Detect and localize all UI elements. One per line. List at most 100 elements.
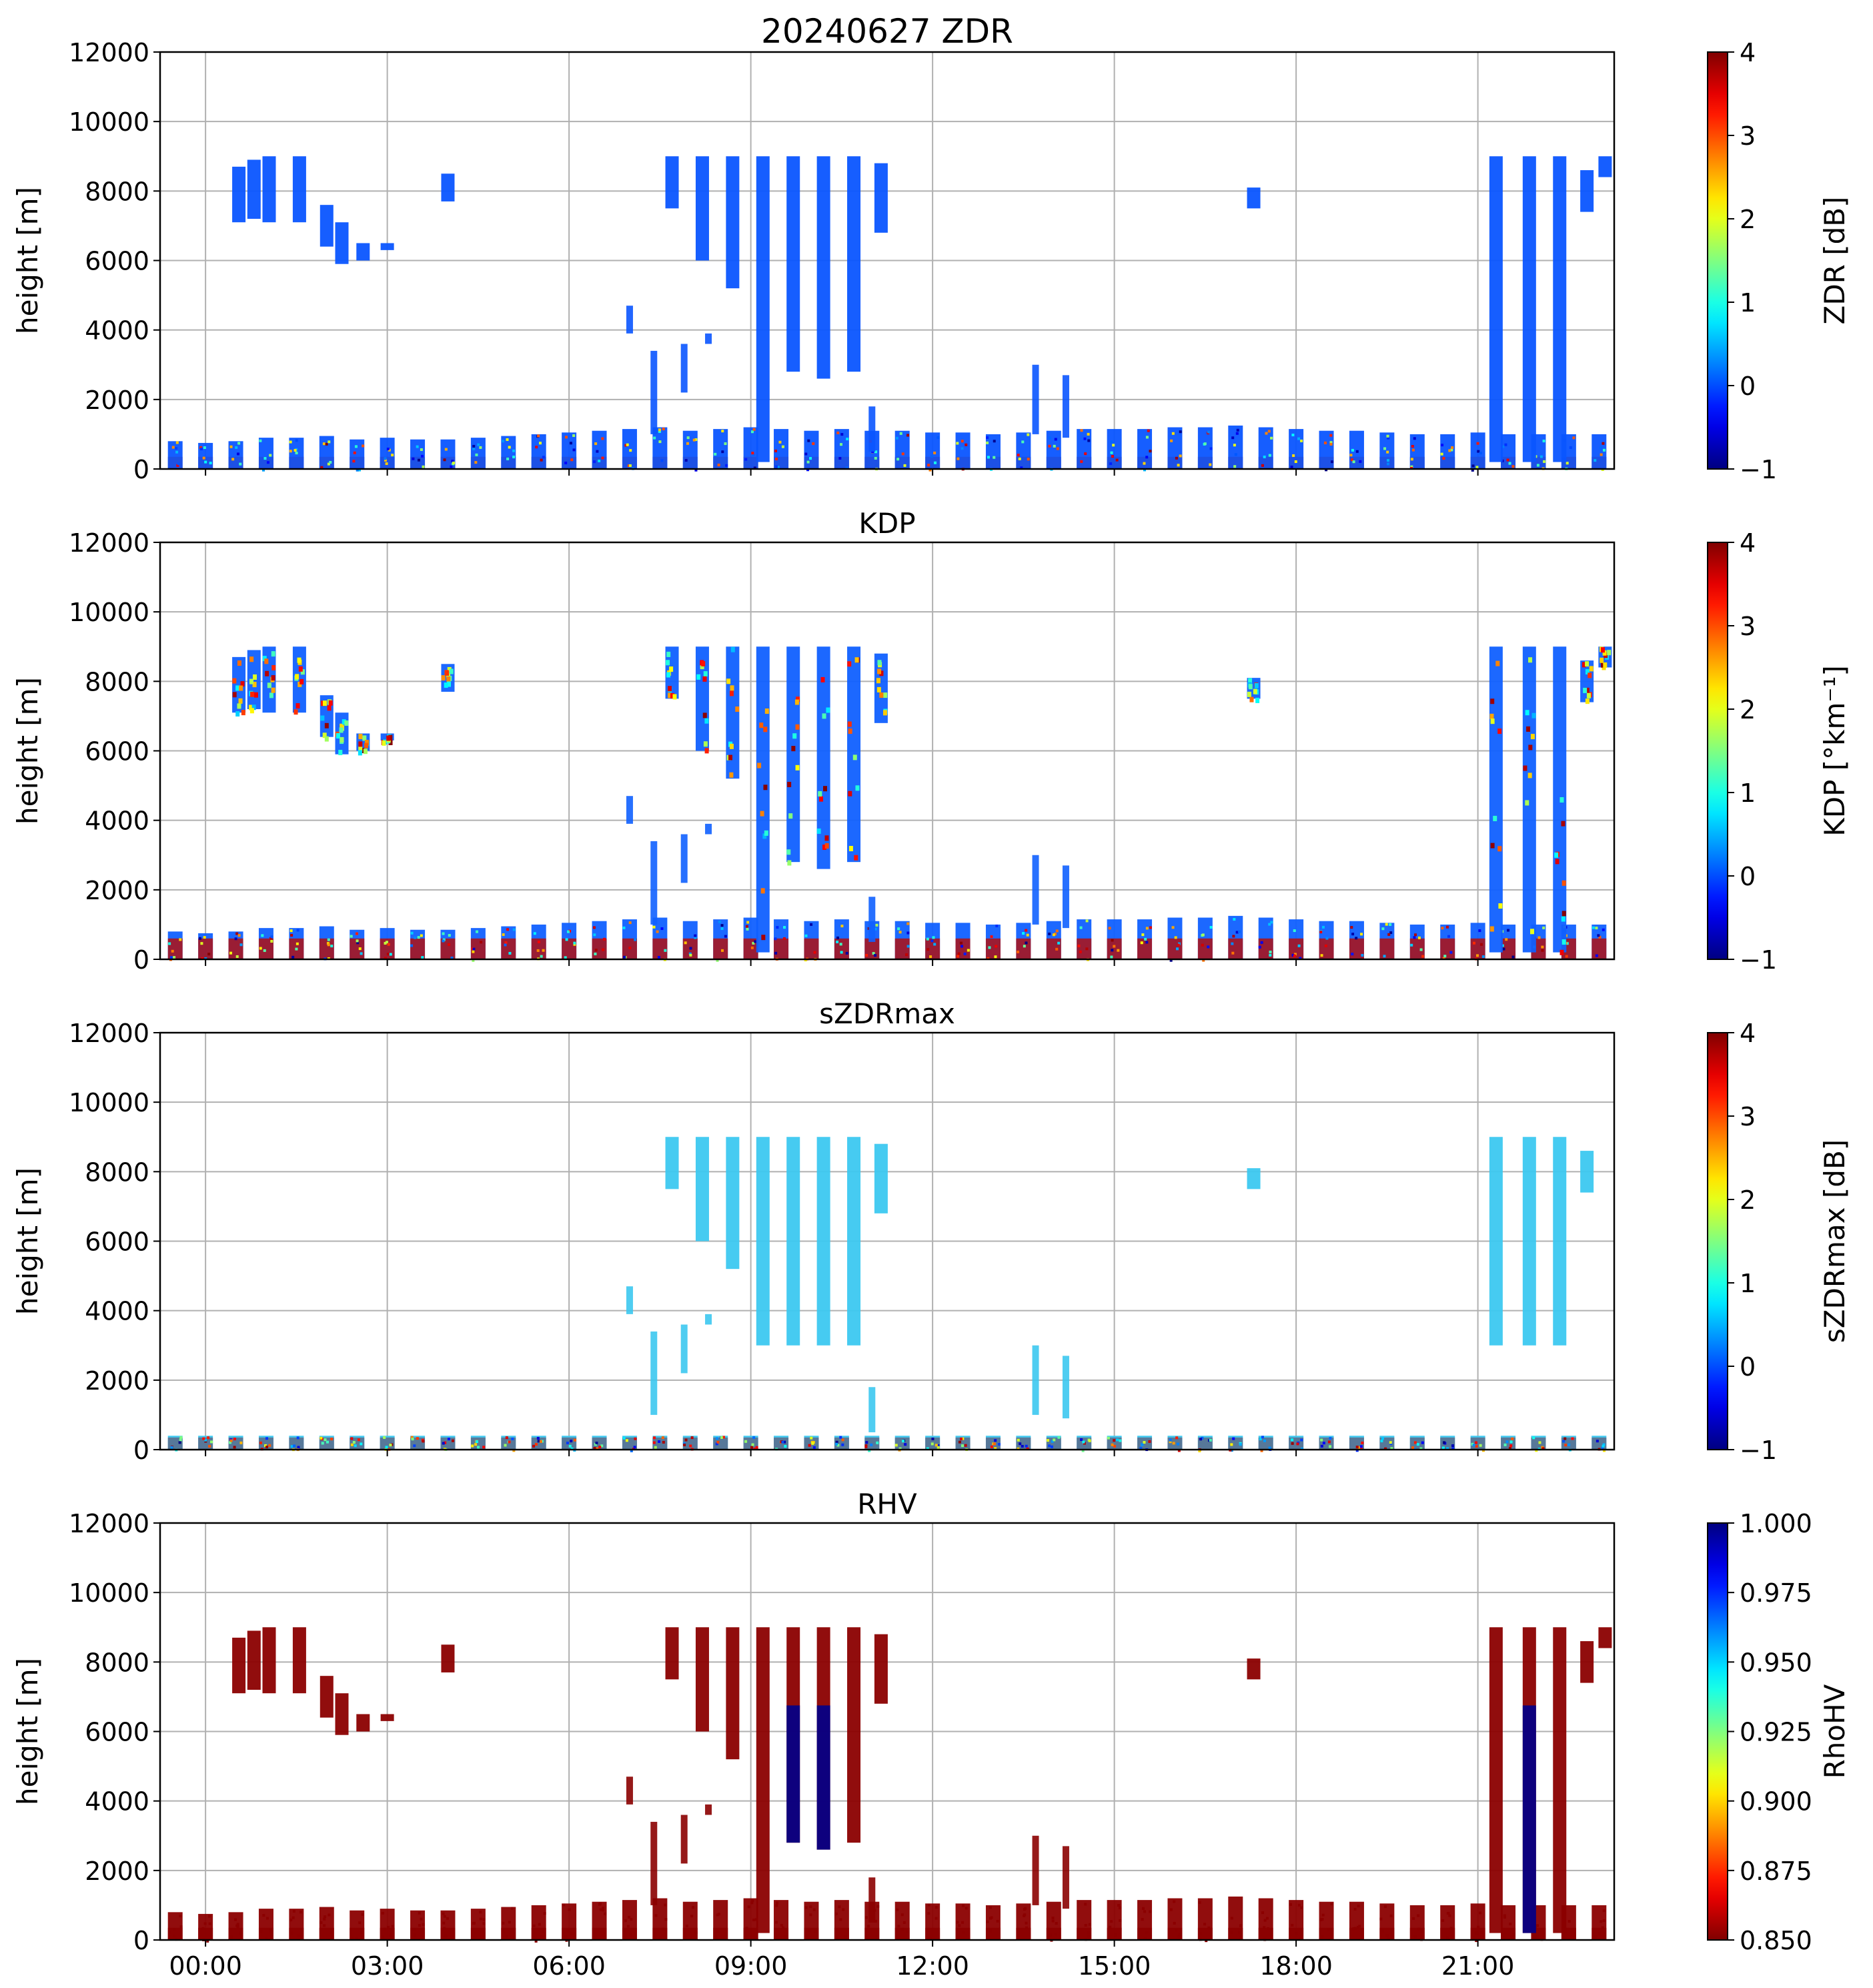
kdp-speckle xyxy=(818,796,823,802)
speckle xyxy=(504,943,507,947)
speckle xyxy=(479,1917,482,1921)
speckle xyxy=(1441,1446,1445,1450)
speckle xyxy=(1049,1933,1052,1937)
speckle xyxy=(686,442,689,445)
speckle xyxy=(1175,947,1179,951)
speckle xyxy=(269,1929,272,1933)
speckle xyxy=(744,1440,748,1443)
speckle xyxy=(1268,1446,1271,1450)
surface-band xyxy=(1592,456,1607,469)
speckle xyxy=(1178,1933,1181,1937)
speckle xyxy=(1390,1447,1393,1450)
speckle xyxy=(389,1933,392,1937)
speckle xyxy=(1447,935,1451,938)
speckle xyxy=(993,456,996,459)
speckle xyxy=(1321,1913,1325,1917)
speckle xyxy=(229,445,233,448)
speckle xyxy=(1381,1929,1384,1933)
speckle xyxy=(1117,1904,1121,1907)
speckle xyxy=(661,1436,664,1440)
speckle xyxy=(993,440,996,443)
surface-band xyxy=(1016,1927,1031,1940)
speckle xyxy=(173,1928,176,1931)
speckle xyxy=(1145,436,1149,439)
speckle xyxy=(715,1937,718,1940)
speckle xyxy=(350,1937,354,1940)
cloud-column xyxy=(1580,1151,1594,1193)
colorbar-tick-label: 2 xyxy=(1740,1185,1756,1215)
speckle xyxy=(1110,440,1113,444)
colorbar-tick-label: 3 xyxy=(1740,1102,1756,1131)
kdp-speckle xyxy=(786,849,791,855)
kdp-speckle xyxy=(1562,939,1566,945)
speckle xyxy=(1361,953,1364,957)
speckle xyxy=(482,1922,486,1925)
speckle xyxy=(1602,442,1605,445)
speckle xyxy=(658,1936,662,1939)
y-tick-label: 8000 xyxy=(85,667,149,696)
speckle xyxy=(1380,1440,1383,1443)
surface-band xyxy=(834,456,849,469)
speckle xyxy=(1111,949,1114,952)
surface-band xyxy=(894,1927,910,1940)
speckle xyxy=(1410,465,1413,468)
speckle xyxy=(774,1921,778,1924)
speckle xyxy=(1169,1438,1172,1442)
kdp-speckle xyxy=(364,742,369,749)
speckle xyxy=(202,1437,205,1440)
speckle xyxy=(718,920,721,923)
kdp-speckle xyxy=(763,785,768,791)
kdp-speckle xyxy=(882,710,887,716)
speckle xyxy=(289,929,293,933)
y-tick-label: 10000 xyxy=(69,1088,149,1117)
speckle xyxy=(600,1444,604,1448)
speckle xyxy=(592,926,596,929)
speckle xyxy=(1289,1903,1292,1906)
speckle xyxy=(622,1929,626,1932)
speckle xyxy=(1231,951,1235,955)
speckle xyxy=(1235,931,1239,934)
speckle xyxy=(1357,1446,1361,1449)
speckle xyxy=(1109,1925,1112,1929)
speckle xyxy=(324,1915,327,1919)
speckle xyxy=(840,443,843,446)
speckle xyxy=(1602,1919,1606,1922)
speckle xyxy=(1324,944,1327,947)
kdp-speckle xyxy=(358,750,362,756)
kdp-speckle xyxy=(447,681,452,687)
colorbar-tick-label: 0.975 xyxy=(1740,1578,1812,1608)
speckle xyxy=(1202,959,1205,962)
speckle xyxy=(692,438,696,442)
surface-band xyxy=(562,938,577,959)
surface-band xyxy=(1137,1927,1153,1940)
speckle xyxy=(956,442,959,445)
kdp-speckle xyxy=(1585,698,1590,704)
cloud-column xyxy=(695,156,709,261)
speckle xyxy=(958,1440,961,1444)
speckle xyxy=(1048,932,1051,935)
speckle xyxy=(295,942,299,945)
speckle xyxy=(173,1934,176,1937)
speckle xyxy=(229,1441,232,1444)
speckle xyxy=(1148,1440,1151,1443)
speckle xyxy=(1512,1933,1515,1936)
speckle xyxy=(442,1921,446,1925)
speckle xyxy=(295,439,298,442)
speckle xyxy=(1449,951,1453,954)
speckle xyxy=(1265,1917,1269,1920)
speckle xyxy=(203,1922,207,1925)
kdp-speckle xyxy=(297,681,302,687)
surface-band xyxy=(925,938,941,959)
speckle xyxy=(906,945,910,948)
cloud-column xyxy=(847,646,861,863)
speckle xyxy=(422,1923,425,1926)
surface-band xyxy=(925,1927,941,1940)
cloud-column xyxy=(356,243,370,261)
speckle xyxy=(931,1437,934,1440)
speckle xyxy=(1291,1923,1294,1927)
surface-band xyxy=(258,938,273,959)
colorbar-tick-label: 3 xyxy=(1740,121,1756,151)
speckle xyxy=(1117,949,1120,952)
speckle xyxy=(451,460,454,463)
speckle xyxy=(774,951,778,955)
